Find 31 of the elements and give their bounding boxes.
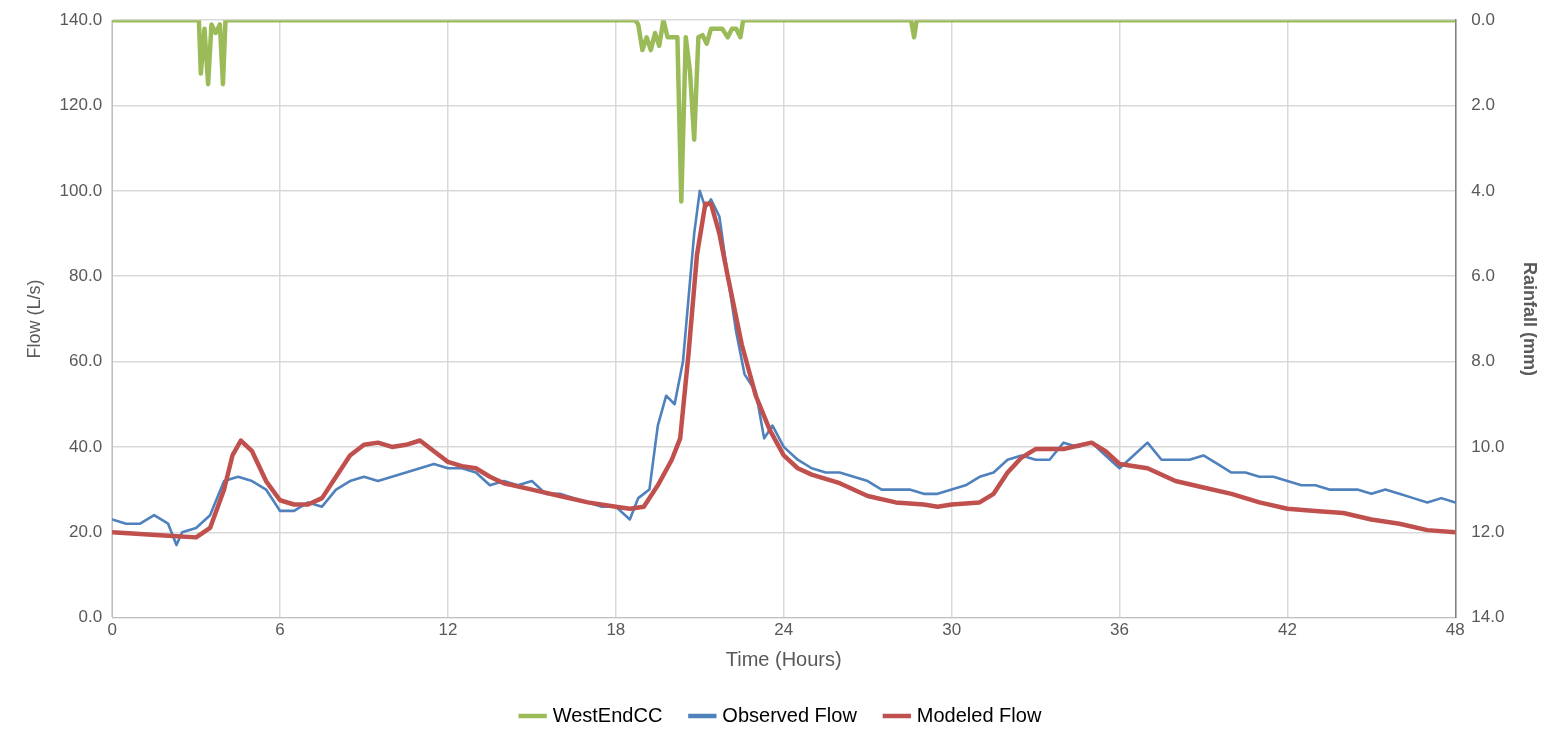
x-tick-label: 42: [1277, 620, 1297, 640]
x-tick-label: 18: [606, 620, 626, 640]
y-tick-label: 100.0: [59, 180, 103, 200]
y-tick-label: 60.0: [69, 351, 103, 371]
y-tick-label: 40.0: [69, 436, 103, 456]
x-tick-label: 6: [275, 620, 285, 640]
legend-label: WestEndCC: [552, 703, 663, 726]
x-tick-label: 36: [1110, 620, 1129, 640]
x-tick-label: 12: [438, 620, 458, 640]
x-tick-label: 48: [1445, 620, 1465, 640]
y2-tick-label: 8.0: [1471, 351, 1495, 371]
x-tick-label: 0: [107, 620, 117, 640]
y2-tick-label: 14.0: [1471, 607, 1505, 627]
y2-tick-label: 4.0: [1471, 180, 1495, 200]
y2-tick-label: 0.0: [1471, 9, 1495, 29]
legend-label: Observed Flow: [722, 703, 858, 726]
y-tick-label: 20.0: [69, 521, 103, 541]
y-tick-label: 0.0: [78, 607, 103, 627]
y-axis-title: Flow (L/s): [23, 279, 44, 359]
y2-tick-label: 6.0: [1471, 265, 1495, 285]
y-tick-label: 140.0: [59, 9, 103, 29]
x-axis-title: Time (Hours): [725, 647, 842, 670]
y2-axis-title: Rainfall (mm): [1520, 261, 1541, 376]
x-tick-label: 30: [942, 620, 962, 640]
legend-label: Modeled Flow: [916, 703, 1042, 726]
y2-tick-label: 12.0: [1471, 521, 1505, 541]
y2-tick-label: 2.0: [1471, 95, 1495, 115]
x-tick-label: 24: [774, 620, 794, 640]
y-tick-label: 80.0: [69, 265, 103, 285]
y2-tick-label: 10.0: [1471, 436, 1505, 456]
y-tick-label: 120.0: [59, 95, 103, 115]
